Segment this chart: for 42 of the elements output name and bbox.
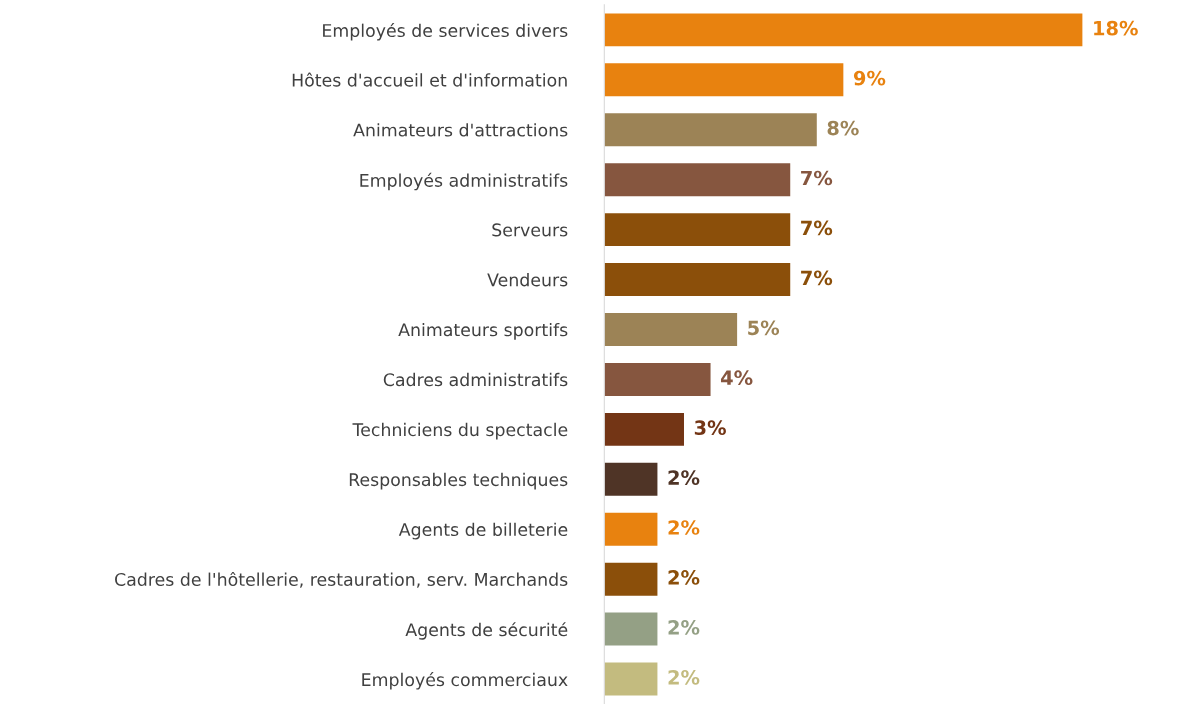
- bar: [604, 512, 658, 546]
- bar: [604, 662, 658, 696]
- bar: [604, 13, 1083, 47]
- data-label: 2%: [668, 520, 700, 535]
- data-label: 7%: [801, 170, 833, 186]
- data-label: 5%: [748, 320, 780, 336]
- bar: [604, 213, 791, 247]
- y-tick-label: Responsables techniques: [349, 472, 568, 490]
- bar: [604, 263, 791, 297]
- data-label: 3%: [694, 420, 726, 436]
- bar: [604, 412, 684, 446]
- data-label: 8%: [827, 120, 859, 136]
- y-tick-label: Techniciens du spectacle: [352, 422, 568, 440]
- bar: [604, 362, 711, 396]
- y-tick-label: Employés de services divers: [323, 22, 568, 41]
- y-tick-label: Employés commerciaux: [362, 672, 568, 690]
- y-tick-label: Cadres de l'hôtellerie, restauration, serv. Marchands: [115, 571, 568, 588]
- data-label: 2%: [668, 570, 700, 585]
- data-label: 7%: [801, 270, 833, 286]
- y-tick-label: Animateurs sportifs: [398, 322, 568, 340]
- y-tick-label: Serveurs: [492, 223, 568, 237]
- data-label: 9%: [853, 70, 886, 86]
- data-label: 7%: [801, 220, 833, 236]
- y-tick-label: Agents de sécurité: [405, 622, 568, 640]
- bar: [604, 113, 817, 147]
- y-tick-label: Cadres administratifs: [383, 372, 568, 387]
- data-label: 2%: [668, 620, 700, 635]
- y-tick-label: Vendeurs: [487, 272, 568, 287]
- bar: [604, 313, 738, 346]
- data-label: 4%: [720, 370, 753, 386]
- y-tick-label: Hôtes d'accueil et d'information: [292, 72, 567, 87]
- y-tick-label: Animateurs d'attractions: [353, 123, 568, 137]
- bar: [604, 612, 658, 646]
- y-tick-label: Employés administratifs: [360, 172, 568, 191]
- bar: [604, 163, 791, 197]
- bar: [604, 462, 658, 496]
- data-label: 2%: [668, 470, 700, 485]
- bar: [604, 562, 658, 596]
- data-label: 18%: [1094, 20, 1138, 36]
- bar: [604, 63, 844, 97]
- data-label: 2%: [668, 669, 700, 685]
- y-tick-label: Agents de billeterie: [398, 522, 568, 540]
